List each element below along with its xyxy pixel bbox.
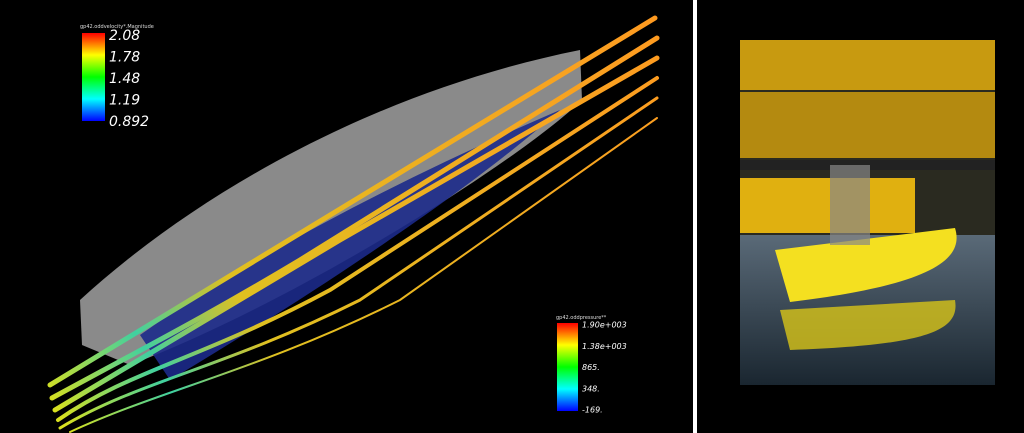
velocity-colorbar <box>82 33 105 121</box>
streamlines <box>47 15 660 433</box>
legend-label: 1.48 <box>109 71 140 87</box>
legend-label: 2.08 <box>109 28 140 44</box>
legend-label: 1.19 <box>109 93 140 109</box>
legend-label: 1.38e+003 <box>582 342 627 351</box>
pressure-surface <box>140 110 560 380</box>
legend-label: 865. <box>582 363 600 372</box>
velocity-legend-title: gp42.oddvelocity*.Magnitude <box>80 24 154 30</box>
legend-label: 1.78 <box>109 50 140 66</box>
pressure-colorbar <box>557 323 578 411</box>
tank-photo <box>740 40 995 385</box>
legend-label: 0.892 <box>109 114 149 130</box>
legend-label: 348. <box>582 384 600 393</box>
legend-label: -169. <box>582 406 603 415</box>
pressure-legend-title: gp42.oddpressure** <box>556 315 607 321</box>
hull <box>80 50 582 365</box>
legend-label: 1.90e+003 <box>582 321 627 330</box>
